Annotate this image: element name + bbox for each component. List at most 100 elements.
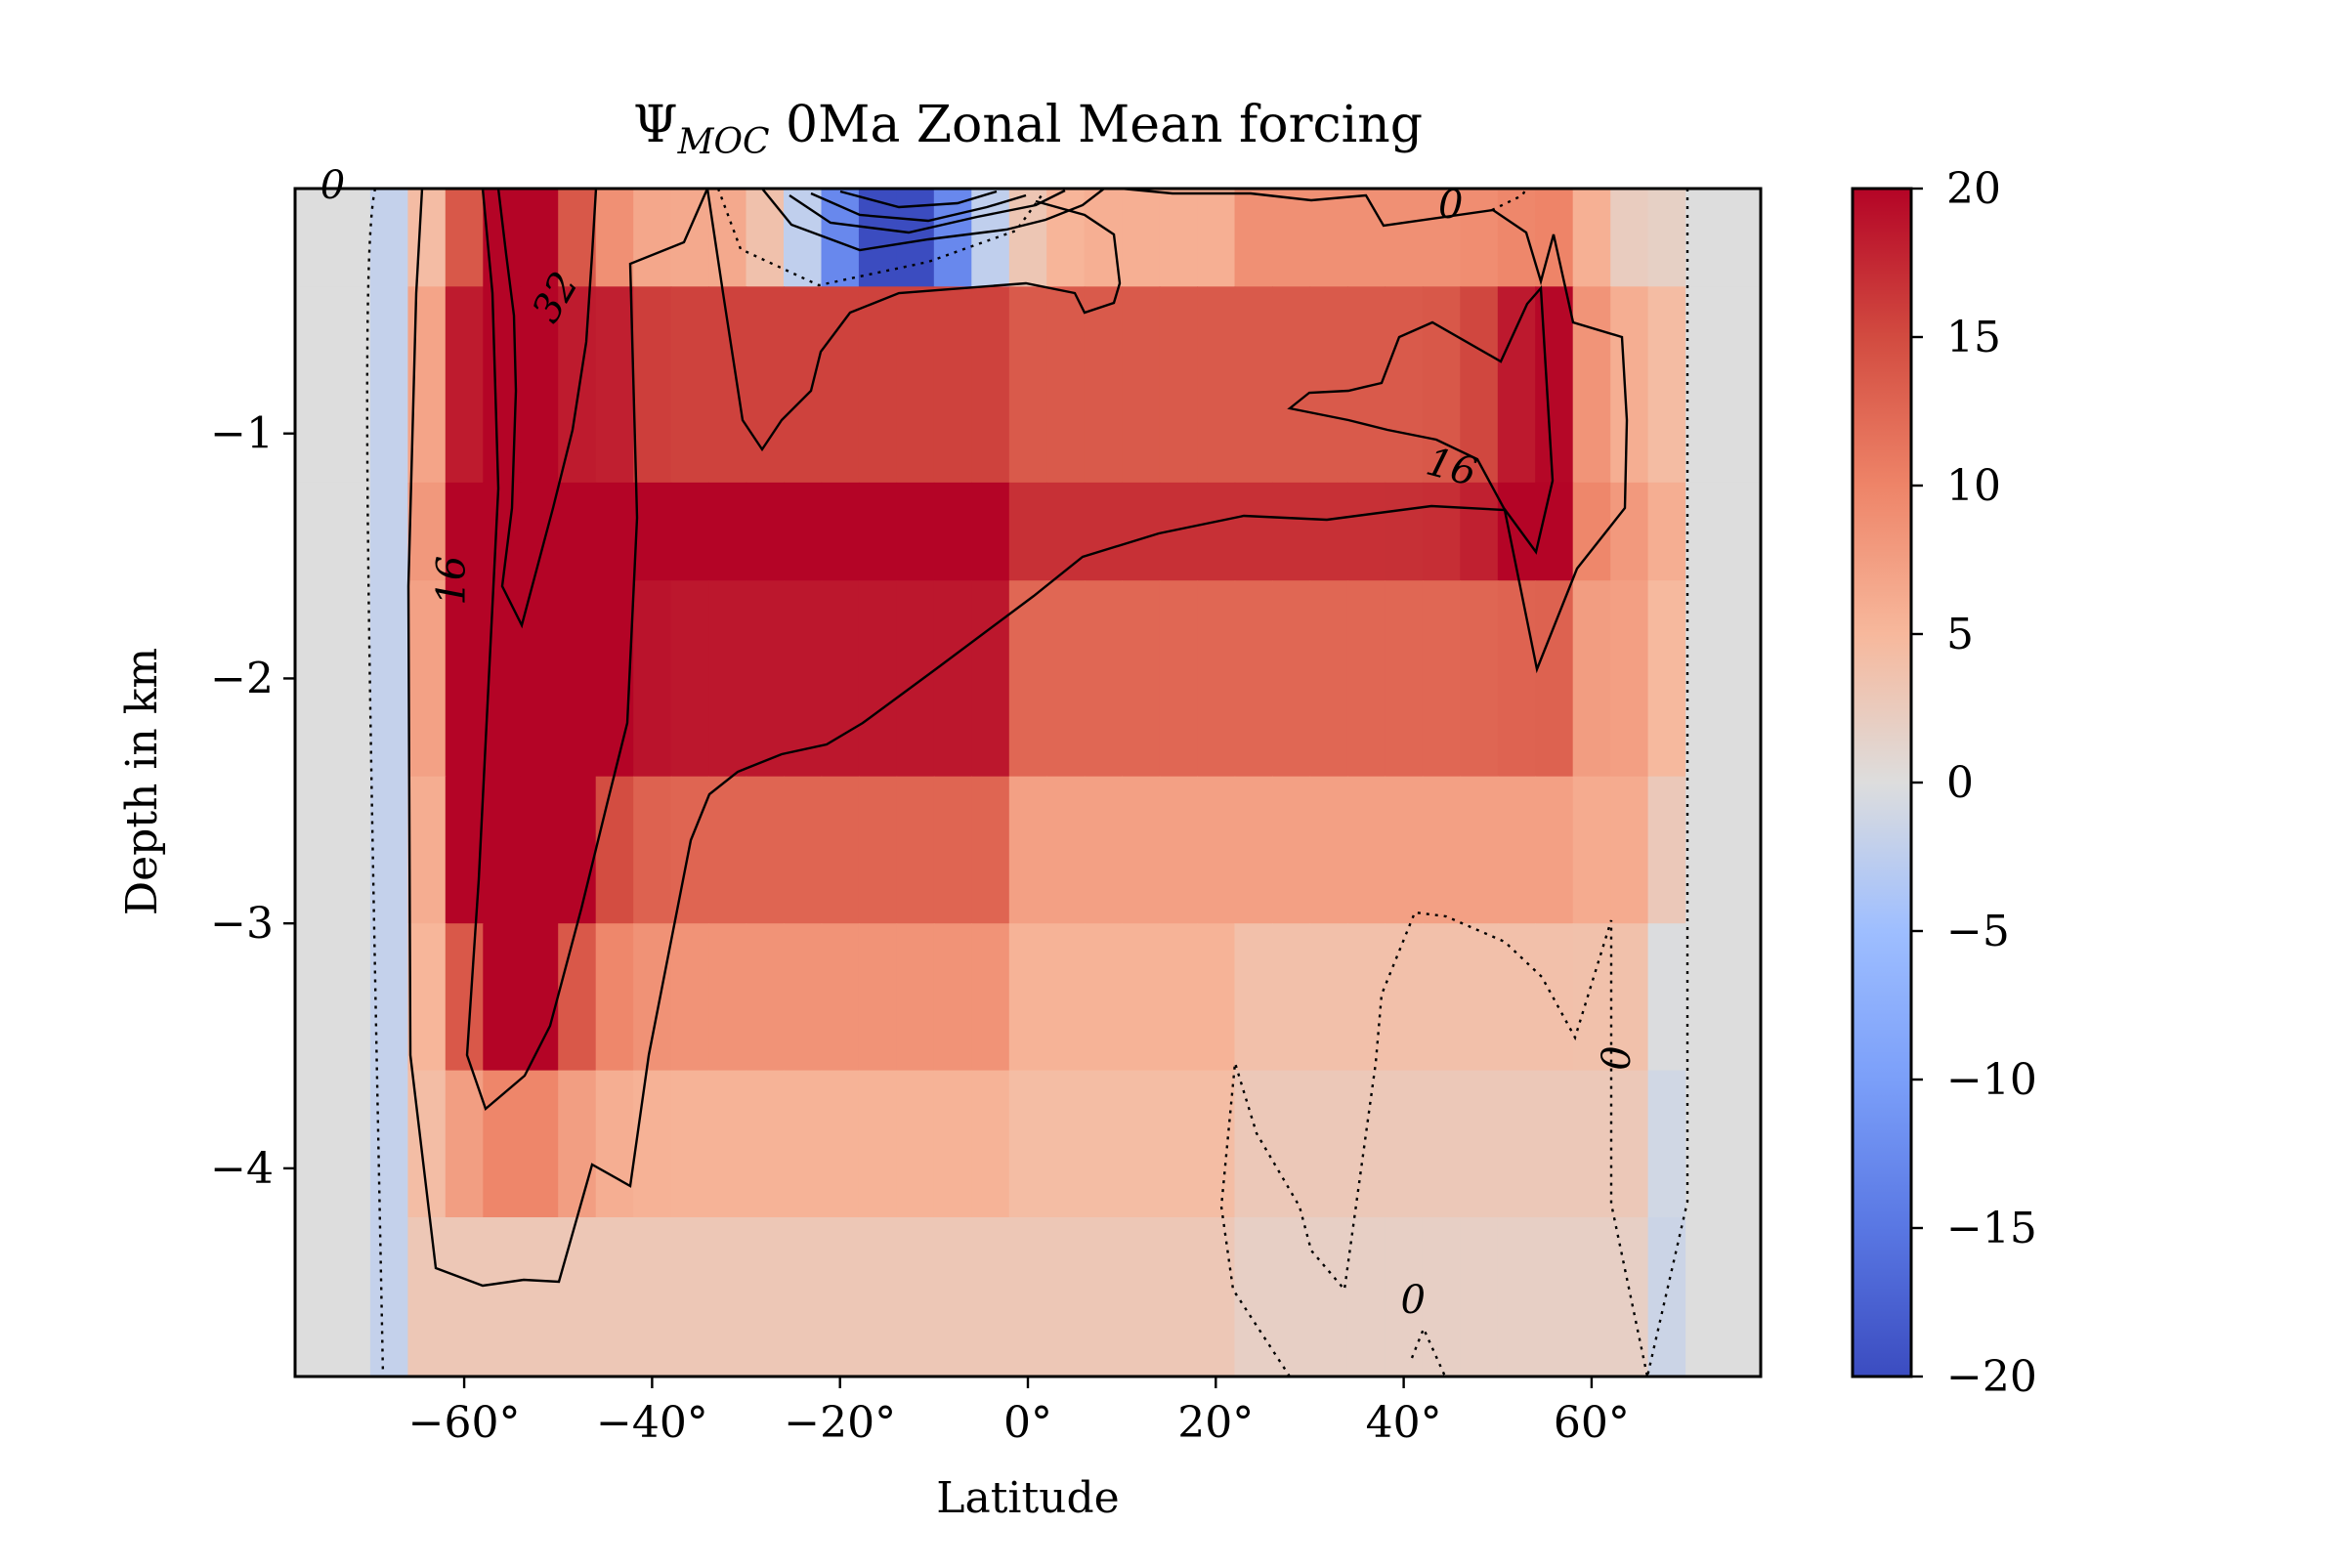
- heatmap-cell: [1535, 776, 1574, 924]
- colorbar-tick-label: −5: [1946, 907, 2010, 956]
- heatmap-cell: [1460, 189, 1499, 288]
- heatmap-cell: [858, 776, 898, 924]
- heatmap-cell: [708, 1217, 747, 1377]
- heatmap-cell: [1272, 286, 1311, 484]
- heatmap-cell: [784, 923, 823, 1072]
- heatmap-cell: [708, 1070, 747, 1218]
- heatmap-cell: [595, 482, 634, 581]
- colorbar-tick-label: 5: [1946, 610, 1974, 659]
- heatmap-cell: [1647, 923, 1686, 1072]
- heatmap-cell: [1723, 286, 1761, 484]
- y-axis: −1 −2 −3 −4: [210, 409, 295, 1194]
- heatmap-cell: [1572, 189, 1611, 288]
- heatmap-cell: [1497, 189, 1537, 288]
- heatmap-cell: [1422, 923, 1462, 1072]
- heatmap-cell: [1385, 286, 1424, 484]
- heatmap-cell: [1234, 286, 1273, 484]
- heatmap-cell: [821, 580, 860, 778]
- heatmap-cell: [1084, 1217, 1123, 1377]
- heatmap-cell: [784, 1217, 823, 1377]
- heatmap-cell: [1460, 923, 1499, 1072]
- heatmap-cell: [971, 286, 1010, 484]
- heatmap-cell: [1685, 1070, 1725, 1218]
- heatmap-cell: [295, 776, 334, 924]
- heatmap-cell: [1159, 580, 1198, 778]
- x-tick-label: −60°: [408, 1398, 521, 1448]
- heatmap-cell: [1122, 1217, 1161, 1377]
- heatmap-cell: [1385, 1217, 1424, 1377]
- heatmap-cell: [784, 482, 823, 581]
- heatmap-cell: [520, 286, 560, 484]
- heatmap-cell: [332, 1070, 371, 1218]
- heatmap-cell: [1647, 189, 1686, 288]
- y-tick-label: −2: [210, 654, 274, 703]
- heatmap-cell: [1234, 189, 1273, 288]
- heatmap-cell: [1046, 580, 1086, 778]
- heatmap-cell: [1046, 776, 1086, 924]
- heatmap-cell: [445, 1217, 485, 1377]
- heatmap-cell: [858, 1070, 898, 1218]
- heatmap-cell: [1159, 189, 1198, 288]
- heatmap-cell: [670, 923, 709, 1072]
- heatmap-cell: [633, 923, 672, 1072]
- heatmap-cell: [1647, 286, 1686, 484]
- heatmap-cell: [1159, 923, 1198, 1072]
- heatmap-cell: [896, 482, 935, 581]
- heatmap-cell: [520, 776, 560, 924]
- heatmap-cell: [1234, 1217, 1273, 1377]
- contour-neg-inner2: [810, 191, 1027, 223]
- heatmap-cell: [1197, 580, 1236, 778]
- heatmap-cell: [746, 1217, 785, 1377]
- colorbar-tick-label: −20: [1946, 1352, 2037, 1402]
- heatmap-cell: [933, 923, 973, 1072]
- heatmap-cell: [1422, 580, 1462, 778]
- heatmap-cell: [445, 580, 485, 778]
- heatmap-cell: [1008, 189, 1048, 288]
- contour-label: 16: [429, 556, 474, 606]
- heatmap-cell: [1159, 1217, 1198, 1377]
- y-tick-label: −1: [210, 409, 274, 459]
- heatmap-cell: [1008, 776, 1048, 924]
- heatmap-cell: [1084, 1070, 1123, 1218]
- heatmap-cell: [1122, 776, 1161, 924]
- heatmap-cell: [558, 482, 597, 581]
- heatmap-cell: [896, 189, 935, 288]
- heatmap-cell: [1046, 1217, 1086, 1377]
- heatmap-cell: [1272, 776, 1311, 924]
- heatmap-cell: [1572, 1070, 1611, 1218]
- heatmap-cell: [595, 923, 634, 1072]
- heatmap-cell: [407, 1217, 447, 1377]
- heatmap-cell: [858, 286, 898, 484]
- heatmap-cell: [1610, 580, 1649, 778]
- heatmap-cell: [633, 1070, 672, 1218]
- heatmap-cell: [1723, 482, 1761, 581]
- heatmap-cell: [1723, 923, 1761, 1072]
- contour-16-main: [406, 189, 1629, 1288]
- heatmap-cell: [558, 286, 597, 484]
- x-tick-label: 0°: [1003, 1398, 1052, 1448]
- heatmap-cell: [1197, 923, 1236, 1072]
- contour-label: 0: [1595, 1045, 1640, 1070]
- heatmap-cell: [971, 580, 1010, 778]
- heatmap-cell: [1422, 286, 1462, 484]
- heatmap-cell: [1197, 286, 1236, 484]
- heatmap-cell: [1159, 776, 1198, 924]
- heatmap-cell: [1046, 1070, 1086, 1218]
- heatmap-cell: [1685, 189, 1725, 288]
- heatmap-cells: [295, 189, 1761, 1377]
- heatmap-cell: [971, 1217, 1010, 1377]
- heatmap-cell: [708, 776, 747, 924]
- heatmap-cell: [971, 923, 1010, 1072]
- heatmap-cell: [896, 1217, 935, 1377]
- heatmap-cell: [483, 776, 522, 924]
- heatmap-cell: [558, 923, 597, 1072]
- heatmap-cell: [558, 1070, 597, 1218]
- heatmap-cell: [746, 286, 785, 484]
- heatmap-cell: [520, 482, 560, 581]
- heatmap-cell: [971, 776, 1010, 924]
- colorbar: 20 15 10 5 0 −5 −10 −15 −20: [1851, 164, 2037, 1402]
- heatmap-cell: [1572, 580, 1611, 778]
- heatmap-cell: [369, 1217, 409, 1377]
- heatmap-cell: [1535, 923, 1574, 1072]
